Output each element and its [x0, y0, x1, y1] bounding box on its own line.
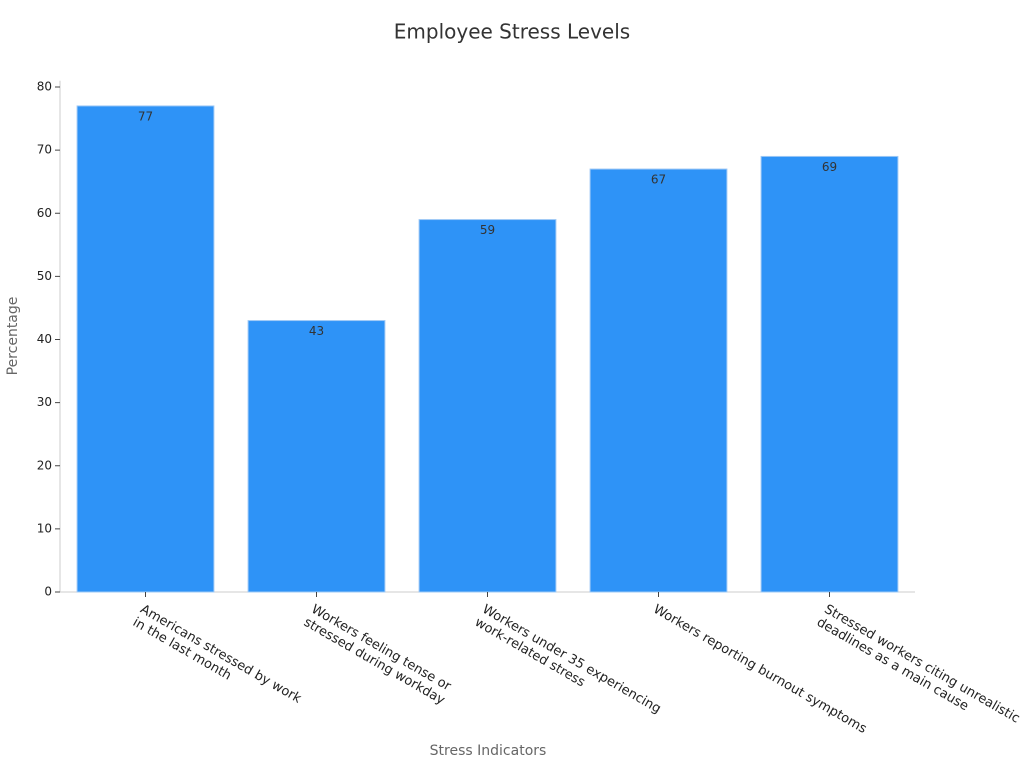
y-tick-label: 70 [37, 143, 52, 157]
y-tick-label: 50 [37, 269, 52, 283]
bar [76, 105, 215, 593]
bar [760, 155, 899, 593]
y-tick-label: 40 [37, 332, 52, 346]
y-axis-title: Percentage [5, 297, 21, 376]
y-tick-label: 20 [37, 458, 52, 472]
value-label: 69 [822, 160, 837, 174]
value-label: 77 [138, 109, 153, 123]
value-label: 43 [309, 324, 324, 338]
value-label: 59 [480, 223, 495, 237]
y-tick-label: 30 [37, 395, 52, 409]
y-tick-label: 80 [37, 80, 52, 94]
bar [589, 168, 728, 593]
y-tick-label: 60 [37, 206, 52, 220]
x-axis-title: Stress Indicators [430, 743, 547, 759]
bar [418, 219, 557, 593]
bar [247, 320, 386, 593]
y-tick-label: 0 [44, 585, 52, 599]
chart-title: Employee Stress Levels [394, 20, 630, 44]
y-tick-label: 10 [37, 521, 52, 535]
value-label: 67 [651, 173, 666, 187]
